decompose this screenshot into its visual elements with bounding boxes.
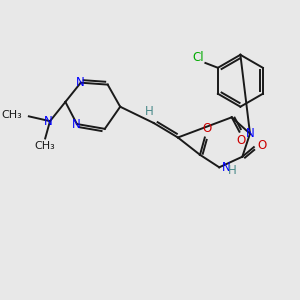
- Text: N: N: [222, 161, 231, 174]
- Text: N: N: [75, 76, 84, 89]
- Text: O: O: [258, 139, 267, 152]
- Text: N: N: [44, 115, 52, 128]
- Text: CH₃: CH₃: [2, 110, 22, 120]
- Text: CH₃: CH₃: [35, 141, 56, 151]
- Text: O: O: [202, 122, 212, 135]
- Text: O: O: [237, 134, 246, 147]
- Text: H: H: [145, 105, 153, 118]
- Text: H: H: [228, 164, 237, 177]
- Text: N: N: [72, 118, 80, 130]
- Text: N: N: [246, 127, 254, 140]
- Text: Cl: Cl: [192, 51, 203, 64]
